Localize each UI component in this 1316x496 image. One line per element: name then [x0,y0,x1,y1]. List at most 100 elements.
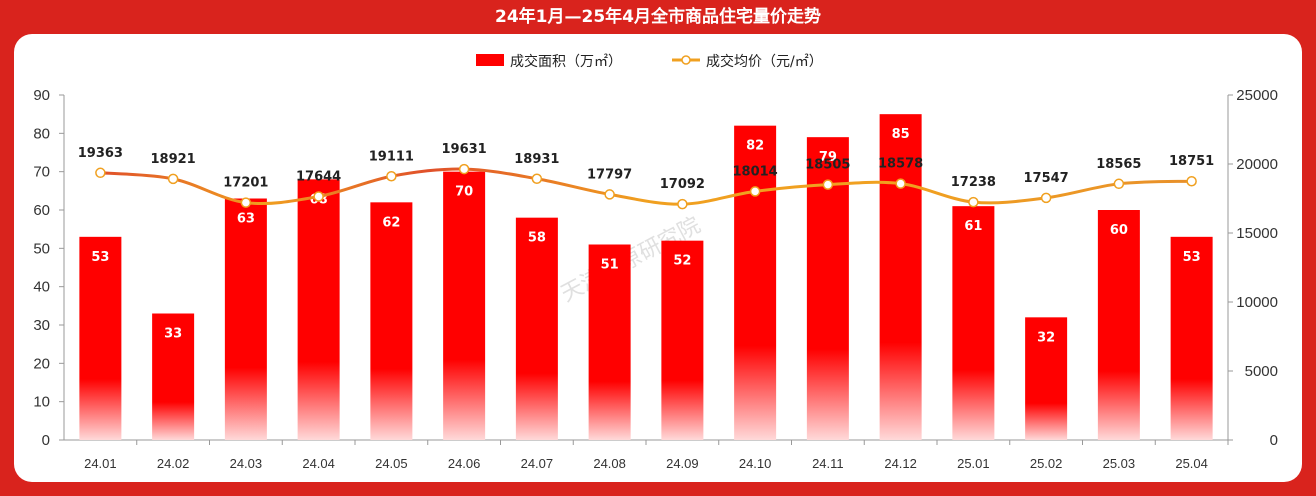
right-tick-label: 20000 [1236,156,1278,173]
line-value-label: 18565 [1096,157,1141,172]
line-value-label: 17547 [1024,171,1069,186]
bar-value-label: 53 [91,250,109,265]
left-tick-label: 0 [42,432,50,449]
bar-series: 53336368627058515282798561326053 [79,114,1213,441]
axes: 0 10 20 30 40 50 60 70 80 90 0 5000 10000 15000 20000 2… [33,87,1278,471]
bar-value-label: 82 [746,139,764,154]
legend-bar-label: 成交面积（万㎡） [510,53,622,70]
line-point [240,197,252,208]
left-tick-label: 20 [33,355,50,372]
bar-value-label: 61 [964,219,982,234]
line-point [1186,175,1197,187]
line-point [1113,178,1125,190]
line-value-label: 19111 [369,149,414,164]
chart-legend: 成交面积（万㎡） 成交均价（元/㎡） [476,53,823,70]
bar-value-label: 62 [382,215,400,230]
bar [79,236,122,440]
right-tick-label: 5000 [1245,363,1278,380]
line-point [458,163,470,175]
line-point [604,189,615,200]
left-tick-label: 90 [33,87,50,104]
x-tick-label: 24.03 [230,456,263,471]
bar [515,217,558,440]
x-tick-label: 24.09 [666,456,699,471]
line-value-label: 19631 [442,142,487,157]
line-series: 19363 18921 17201 17644 19111 19631 18931 17797… [78,142,1214,210]
bar-value-label: 79 [819,150,837,165]
x-tick-label: 24.05 [375,456,408,471]
bar-value-label: 63 [237,212,255,227]
bar [588,244,631,440]
right-tick-label: 25000 [1236,87,1278,104]
x-tick-label: 24.11 [812,456,844,471]
bar [952,206,995,440]
bar [1025,317,1068,440]
line-point [968,196,979,208]
line-point [531,173,543,185]
left-tick-label: 80 [33,125,50,142]
bar [879,114,922,441]
line-point [822,179,834,190]
right-tick-label: 0 [1270,432,1278,449]
bar-value-label: 51 [601,258,619,273]
left-tick-label: 60 [33,202,50,219]
bar [1097,210,1140,440]
x-tick-label: 25.04 [1175,456,1208,471]
line-value-label: 17644 [296,170,341,185]
left-tick-label: 30 [33,317,50,334]
left-tick-label: 70 [33,164,50,181]
bar-value-label: 52 [673,254,691,269]
bar [1170,236,1213,440]
bar [443,171,486,440]
bar-value-label: 60 [1110,223,1128,238]
bar-value-label: 85 [892,127,910,142]
bar-value-label: 70 [455,185,473,200]
line-value-label: 18751 [1169,154,1214,169]
bar-value-label: 33 [164,327,182,342]
bar-value-label: 53 [1183,250,1201,265]
line-point [1040,192,1052,204]
bar-value-label: 58 [528,231,546,246]
line-value-label: 18578 [878,157,923,172]
line-point [749,186,761,197]
legend-line-marker [681,55,691,65]
x-tick-label: 25.03 [1103,456,1136,471]
x-tick-label: 24.01 [84,456,117,471]
line-value-label: 19363 [78,146,123,161]
line-point [313,191,324,202]
left-tick-label: 50 [33,240,50,257]
x-tick-label: 24.06 [448,456,481,471]
line-point [95,167,106,179]
bar-value-label: 32 [1037,330,1055,345]
x-tick-label: 24.10 [739,456,772,471]
bar [297,179,340,441]
price-line [100,167,1192,206]
line-value-label: 18014 [733,164,778,179]
line-value-label: 18505 [805,158,850,173]
line-value-label: 18931 [514,152,559,167]
line-value-label: 17092 [660,177,705,192]
line-value-label: 18921 [151,152,196,167]
x-tick-label: 25.01 [957,456,990,471]
line-point [386,171,397,182]
bar [370,202,413,440]
right-tick-label: 15000 [1236,225,1278,242]
legend-line-label: 成交均价（元/㎡） [706,53,823,70]
bar [661,240,704,440]
x-tick-label: 24.07 [521,456,554,471]
line-point [167,173,179,185]
x-tick-label: 24.02 [157,456,190,471]
line-value-label: 17201 [223,176,268,191]
x-tick-label: 24.08 [593,456,626,471]
left-tick-label: 10 [33,394,50,411]
bar [734,125,777,441]
line-value-label: 17797 [587,167,632,182]
left-tick-label: 40 [33,279,50,296]
line-point [677,198,688,210]
bar [152,313,195,440]
x-tick-label: 24.12 [884,456,917,471]
bar [224,198,267,440]
legend-bar-swatch [476,54,504,66]
